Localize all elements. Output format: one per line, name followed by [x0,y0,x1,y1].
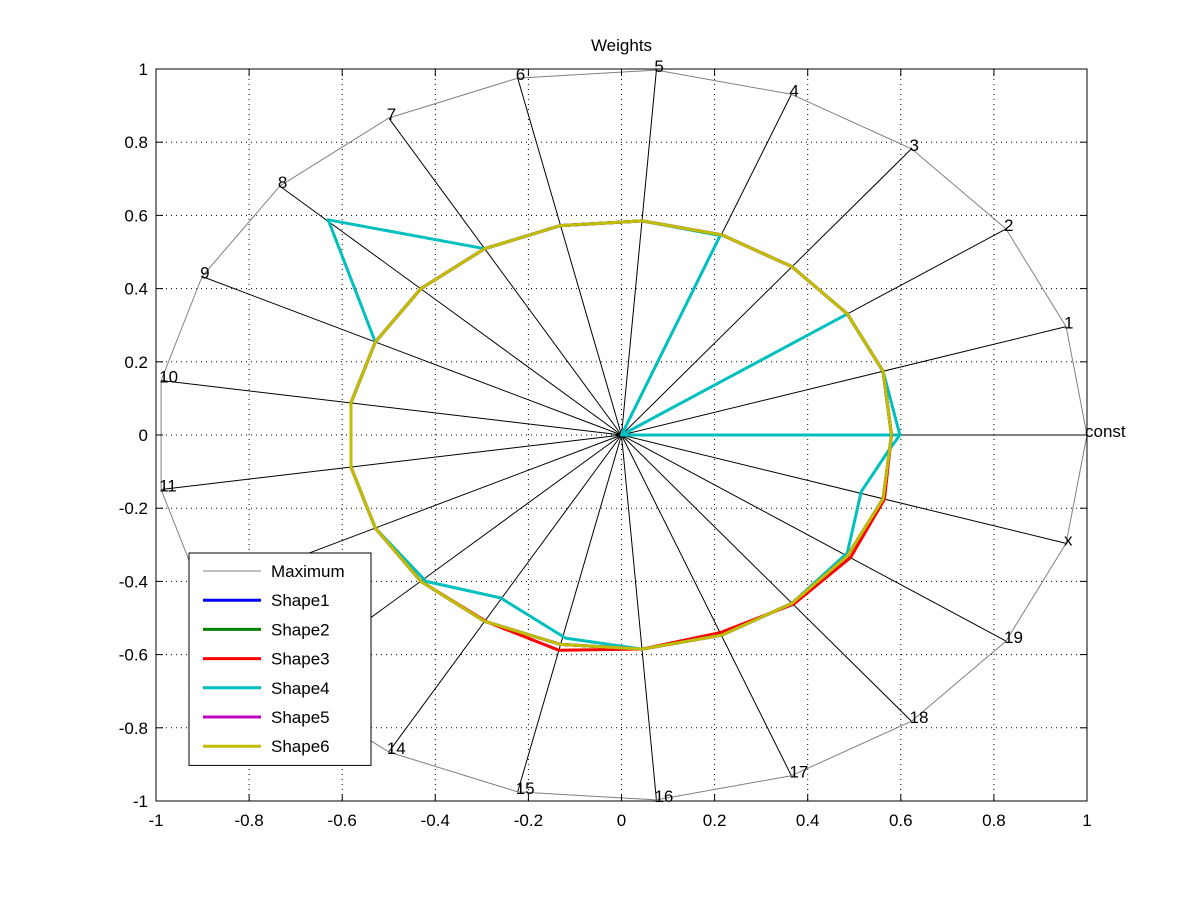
legend-label: Shape6 [271,737,330,756]
x-tick-label: 0.8 [982,811,1006,830]
spoke-label: 15 [516,779,535,798]
y-tick-label: 0.2 [124,353,148,372]
x-tick-label: 0 [617,811,626,830]
spoke-label: 2 [1004,216,1013,235]
y-tick-label: -0.2 [119,499,148,518]
radar-spoke [279,185,622,436]
legend-label: Shape3 [271,650,330,669]
x-tick-label: 1 [1082,811,1091,830]
legend-label: Maximum [271,562,345,581]
radar-spoke [621,148,912,436]
legend-label: Shape4 [271,679,330,698]
radar-spoke [161,379,622,436]
y-tick-label: -0.6 [119,646,148,665]
radar-spoke [517,434,622,792]
y-tick-label: 0.4 [124,280,148,299]
y-tick-label: 0 [139,426,148,445]
spoke-label: 10 [159,367,178,386]
spoke-label: 19 [1004,628,1023,647]
spoke-label: 18 [910,708,929,727]
radar-spoke [161,434,622,491]
y-tick-label: -0.4 [119,572,148,591]
radar-spoke [621,434,912,722]
x-tick-label: 0.2 [703,811,727,830]
spoke-label: 5 [654,57,663,76]
y-tick-label: 1 [139,60,148,79]
radar-spoke [517,78,622,436]
radar-spoke [201,276,622,436]
radar-spoke [621,326,1067,436]
series-line-shape6 [349,219,893,651]
spoke-label: x [1064,530,1073,549]
spoke-label: 17 [789,763,808,782]
radar-spoke [388,117,622,436]
tick-layer: -1 -0.8 -0.6 -0.4 -0.2 0 0.2 0.4 0.6 0.8 110.80.60… [119,60,1092,830]
y-tick-label: 0.8 [124,133,148,152]
radar-spoke [621,434,1007,642]
spoke-label: 8 [278,173,287,192]
x-tick-label: -0.6 [328,811,357,830]
x-tick-label: 0.4 [796,811,820,830]
spoke-label: 1 [1064,314,1073,333]
spoke-label: const [1085,422,1126,441]
x-tick-label: -0.4 [421,811,450,830]
spoke-label: 6 [516,65,525,84]
x-tick-label: -0.8 [234,811,263,830]
legend: Maximum Shape1 Shape2 Shape3 Shape4 Shape5 Sha… [188,552,372,766]
y-tick-label: -1 [133,792,148,811]
radar-spoke [621,434,1067,544]
x-tick-label: -0.2 [514,811,543,830]
radar-spoke [388,434,622,753]
spoke-label: 14 [387,739,406,758]
spoke-label: 7 [387,105,396,124]
legend-label: Shape2 [271,620,330,639]
x-tick-label: 0.6 [889,811,913,830]
x-tick-label: -1 [148,811,163,830]
spoke-label: 4 [789,81,798,100]
radar-spoke [621,70,657,436]
legend-label: Shape5 [271,708,330,727]
spoke-label: 3 [910,136,919,155]
spoke-label: 9 [200,264,209,283]
chart-title: Weights [591,36,652,55]
legend-label: Shape1 [271,591,330,610]
spoke-layer [161,70,1087,800]
y-tick-label: -0.8 [119,719,148,738]
spoke-label: 16 [654,787,673,806]
spoke-label: 11 [159,477,177,496]
radar-spoke [621,434,792,776]
y-tick-label: 0.6 [124,206,148,225]
radar-spoke [621,434,657,800]
